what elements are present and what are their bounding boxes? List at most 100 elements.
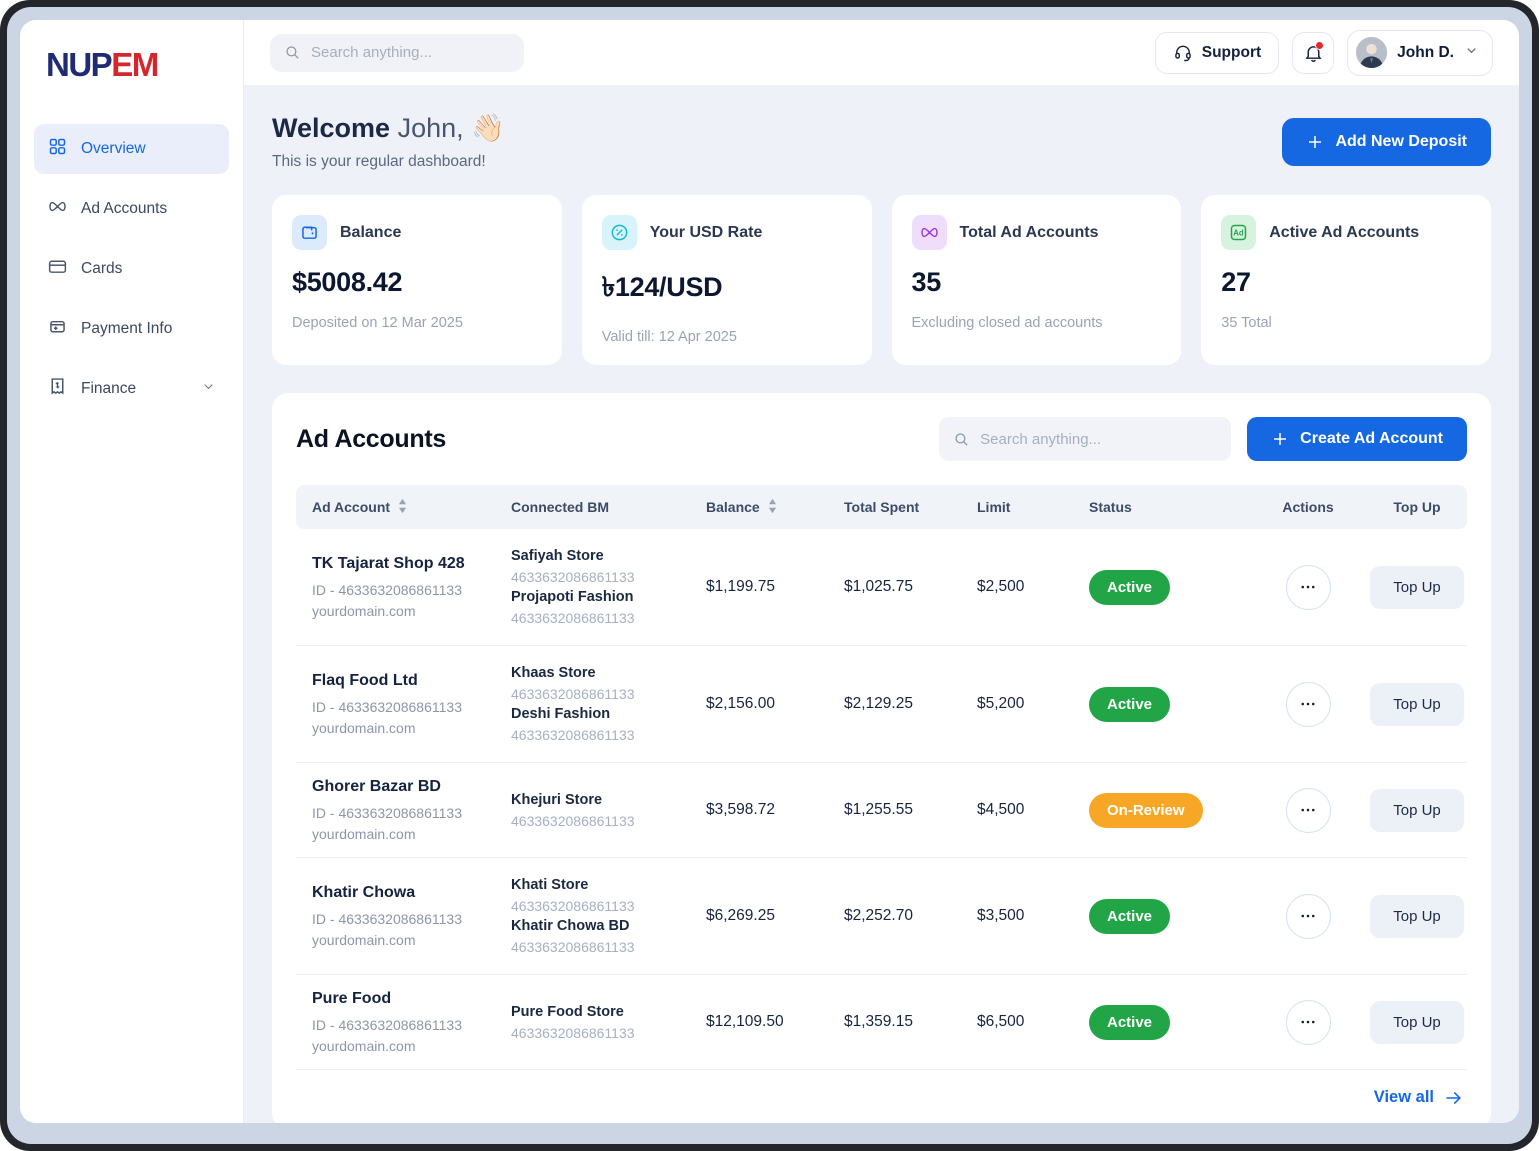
row-actions-button[interactable] [1285, 681, 1331, 727]
sidebar: NUPEM Overview Ad Accounts Cards Payment… [20, 20, 244, 1123]
row-actions-button[interactable] [1285, 564, 1331, 610]
sidebar-item-label: Finance [81, 380, 137, 397]
view-all-link[interactable]: View all [1374, 1088, 1463, 1107]
main-area: Support John D. [244, 20, 1519, 1123]
top-up-cell: Top Up [1367, 788, 1467, 832]
meta-icon [911, 215, 947, 250]
grid-icon [47, 136, 68, 162]
sidebar-item-payment-info[interactable]: Payment Info [34, 304, 229, 354]
stat-label: Total Ad Accounts [959, 223, 1099, 241]
table-search-input[interactable] [980, 430, 1218, 448]
row-actions-button[interactable] [1285, 787, 1331, 833]
status-cell: Active [1089, 1004, 1249, 1040]
bm-name: Projapoti Fashion [511, 589, 634, 605]
ad-account-name: TK Tajarat Shop 428 [312, 555, 465, 572]
top-up-button[interactable]: Top Up [1370, 788, 1464, 832]
stat-value: 27 [1221, 267, 1251, 297]
support-label: Support [1201, 43, 1262, 61]
column-header-status: Status [1089, 499, 1132, 515]
device-bezel: NUPEM Overview Ad Accounts Cards Payment… [7, 7, 1532, 1144]
ellipsis-icon [1301, 702, 1315, 706]
percent-icon [601, 215, 637, 250]
support-button[interactable]: Support [1154, 31, 1280, 74]
ad-account-name: Pure Food [312, 990, 392, 1007]
status-cell: Active [1089, 898, 1249, 934]
sidebar-item-cards[interactable]: Cards [34, 244, 229, 294]
page-subtitle: This is your regular dashboard! [272, 153, 486, 170]
column-header-connected-bm: Connected BM [511, 499, 609, 515]
total-spent-cell: $1,359.15 [844, 1013, 913, 1030]
ad-account-name: Ghorer Bazar BD [312, 778, 441, 795]
ellipsis-icon [1301, 808, 1315, 812]
bm-name: Deshi Fashion [511, 706, 611, 722]
ad-account-id: ID - 4633632086861133 [312, 911, 462, 927]
sidebar-item-ad-accounts[interactable]: Ad Accounts [34, 184, 229, 234]
sort-icon[interactable] [397, 498, 408, 517]
column-header-total-spent: Total Spent [844, 499, 920, 515]
ellipsis-icon [1301, 1020, 1315, 1024]
sidebar-item-overview[interactable]: Overview [34, 124, 229, 174]
stat-footnote: 35 Total [1221, 315, 1272, 331]
add-new-deposit-button[interactable]: Add New Deposit [1282, 117, 1491, 166]
ad-account-id: ID - 4633632086861133 [312, 805, 462, 821]
table-row: TK Tajarat Shop 428 ID - 463363208686113… [296, 529, 1467, 646]
ad-accounts-table: Ad Account Connected BM Balance Total Sp… [296, 485, 1467, 1070]
status-cell: Active [1089, 569, 1249, 605]
top-up-button[interactable]: Top Up [1370, 894, 1464, 938]
status-badge: Active [1089, 898, 1171, 934]
top-up-cell: Top Up [1367, 894, 1467, 938]
ad-account-domain: yourdomain.com [312, 826, 416, 842]
sidebar-item-label: Ad Accounts [81, 200, 168, 217]
sidebar-item-finance[interactable]: Finance [34, 364, 229, 414]
user-menu[interactable]: John D. [1347, 29, 1493, 76]
bm-entry: Deshi Fashion 4633632086861133 [511, 706, 706, 743]
bm-id: 4633632086861133 [511, 569, 635, 585]
balance-cell: $2,156.00 [706, 695, 775, 712]
sidebar-nav: Overview Ad Accounts Cards Payment Info … [34, 124, 229, 414]
status-badge: On-Review [1089, 792, 1203, 828]
stat-card-balance: Balance $5008.42 Deposited on 12 Mar 202… [272, 195, 562, 365]
bm-name: Khejuri Store [511, 791, 603, 808]
bm-entry: Khaas Store 4633632086861133 [511, 665, 706, 702]
top-up-button[interactable]: Top Up [1370, 1000, 1464, 1044]
create-ad-account-button[interactable]: Create Ad Account [1247, 417, 1467, 461]
connected-bm-cell: Pure Food Store 4633632086861133 [511, 1000, 706, 1045]
connected-bm-cell: Khaas Store 4633632086861133 Deshi Fashi… [511, 661, 706, 747]
ad-account-name: Flaq Food Ltd [312, 672, 418, 689]
connected-bm-cell: Khejuri Store 4633632086861133 [511, 788, 706, 833]
search-input[interactable] [311, 44, 510, 61]
column-header-ad-account[interactable]: Ad Account [296, 498, 511, 517]
notification-dot [1315, 40, 1325, 50]
chevron-down-icon [201, 379, 216, 399]
sort-icon[interactable] [767, 498, 778, 517]
ad-account-domain: yourdomain.com [312, 932, 416, 948]
balance-cell: $1,199.75 [706, 578, 775, 595]
column-header-balance[interactable]: Balance [706, 498, 844, 517]
stat-cards: Balance $5008.42 Deposited on 12 Mar 202… [272, 195, 1491, 365]
ad-account-cell: Pure Food ID - 4633632086861133 yourdoma… [296, 990, 511, 1054]
ad-account-domain: yourdomain.com [312, 720, 416, 736]
app-window: NUPEM Overview Ad Accounts Cards Payment… [20, 20, 1519, 1123]
notifications-button[interactable] [1292, 31, 1335, 74]
ad-account-id: ID - 4633632086861133 [312, 1017, 462, 1033]
stat-value: $5008.42 [292, 267, 403, 297]
stat-label: Your USD Rate [649, 223, 763, 241]
top-up-button[interactable]: Top Up [1370, 682, 1464, 726]
bm-entry: Projapoti Fashion 4633632086861133 [511, 589, 706, 626]
total-spent-cell: $2,129.25 [844, 695, 913, 712]
chevron-down-icon [1464, 43, 1479, 63]
card-icon [47, 256, 68, 282]
stat-label: Balance [340, 223, 402, 241]
bm-id: 4633632086861133 [511, 898, 635, 914]
top-up-button[interactable]: Top Up [1370, 565, 1464, 609]
ad-account-domain: yourdomain.com [312, 1038, 416, 1054]
global-search[interactable] [270, 33, 524, 72]
table-search[interactable] [939, 417, 1232, 461]
bm-id: 4633632086861133 [511, 939, 635, 955]
row-actions-button[interactable] [1285, 999, 1331, 1045]
page-content: Welcome John, 👋🏻 This is your regular da… [244, 86, 1519, 1123]
status-cell: Active [1089, 686, 1249, 722]
table-row: Ghorer Bazar BD ID - 4633632086861133 yo… [296, 763, 1467, 858]
stat-card-usd-rate: Your USD Rate ৳124/USD Valid till: 12 Ap… [581, 195, 872, 365]
row-actions-button[interactable] [1285, 893, 1331, 939]
